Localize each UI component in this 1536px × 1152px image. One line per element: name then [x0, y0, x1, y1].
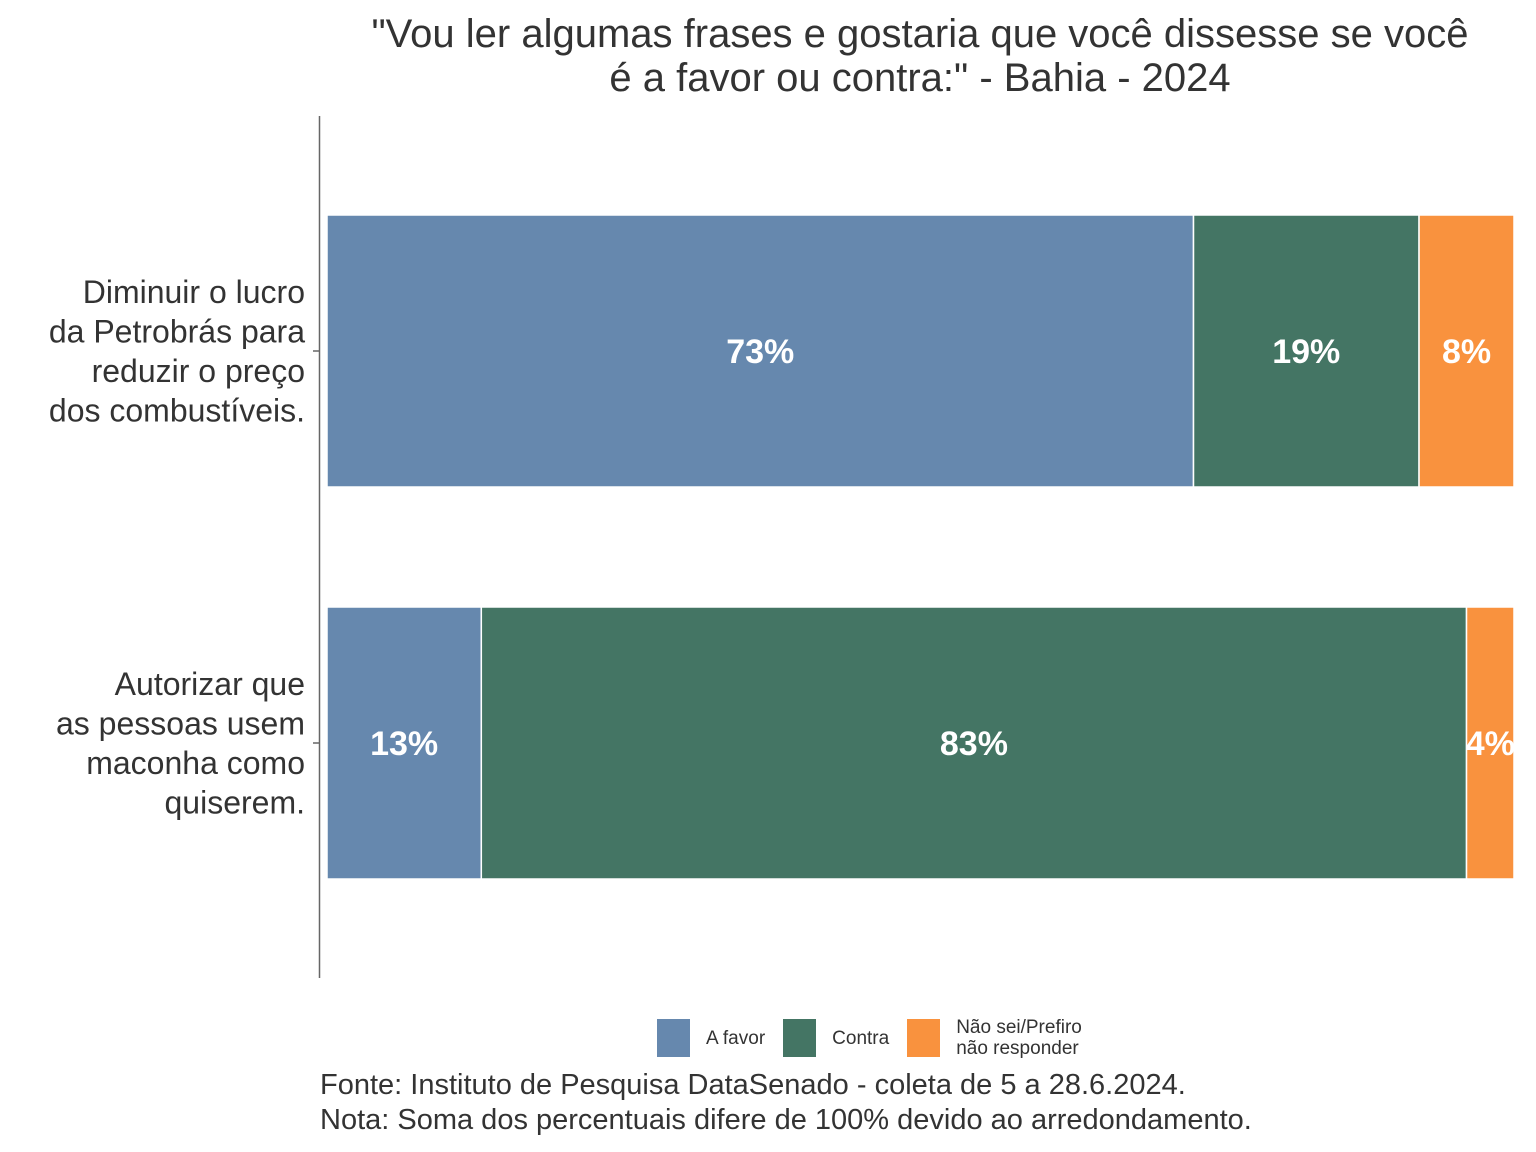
data-label: 4%	[1466, 725, 1515, 763]
data-label: 83%	[940, 725, 1008, 763]
data-label: 73%	[726, 333, 794, 371]
legend-swatch	[783, 1019, 817, 1057]
legend-label-line: Não sei/Prefiro	[956, 1017, 1082, 1038]
y-tick-label-line: quiserem.	[165, 784, 306, 820]
y-tick-label: Diminuir o lucro da Petrobrás para reduzir…	[49, 274, 305, 429]
bar-segment	[480, 606, 1468, 880]
legend-label: Não sei/Prefiro não responder	[956, 1017, 1082, 1059]
chart-title-line-2: é a favor ou contra:" - Bahia - 2024	[609, 56, 1231, 100]
legend-label: Contra	[832, 1028, 889, 1049]
bar-segment	[1465, 606, 1515, 880]
y-tick-label-line: reduzir o preço	[92, 353, 305, 389]
data-label: 13%	[370, 725, 438, 763]
y-tick-label-line: maconha como	[86, 745, 305, 781]
legend-swatch	[657, 1019, 690, 1057]
chart-title: "Vou ler algumas frases e gostaria que v…	[300, 12, 1536, 100]
legend-label-line: Contra	[832, 1027, 890, 1049]
legend-swatch	[907, 1019, 941, 1057]
y-tick-label-line: da Petrobrás para	[49, 313, 305, 349]
legend-item: Contra	[783, 1019, 889, 1057]
bar-segment	[1418, 214, 1515, 488]
legend-label-line: A favor	[706, 1027, 766, 1049]
source-note: Fonte: Instituto de Pesquisa DataSenado …	[320, 1069, 1186, 1101]
legend-label-line: não responder	[956, 1038, 1079, 1059]
legend-item: Não sei/Prefiro não responder	[907, 1017, 1082, 1059]
y-tick-label-line: Autorizar que	[115, 666, 305, 702]
bar-segment	[1192, 214, 1420, 488]
chart-title-line-1: "Vou ler algumas frases e gostaria que v…	[371, 12, 1469, 56]
y-tick-label-line: as pessoas usem	[56, 705, 305, 741]
y-tick-label-line: Diminuir o lucro	[83, 274, 305, 310]
chart-caption: Fonte: Instituto de Pesquisa DataSenado …	[320, 1068, 1252, 1138]
data-label: 8%	[1442, 333, 1491, 371]
stacked-bar-chart: Diminuir o lucro da Petrobrás para reduzir…	[49, 116, 1515, 978]
rounding-note: Nota: Soma dos percentuais difere de 100…	[320, 1104, 1252, 1136]
data-label: 19%	[1272, 333, 1340, 371]
bar-segment	[326, 214, 1195, 488]
chart-legend: A favor Contra Não sei/Prefiro não responde…	[657, 1016, 1100, 1060]
legend-label: A favor	[706, 1028, 765, 1049]
bar-segment	[326, 606, 483, 880]
y-tick-label-line: dos combustíveis.	[49, 392, 305, 428]
y-tick-label: Autorizar que as pessoas usem maconha como…	[56, 666, 305, 821]
legend-item: A favor	[657, 1019, 765, 1057]
